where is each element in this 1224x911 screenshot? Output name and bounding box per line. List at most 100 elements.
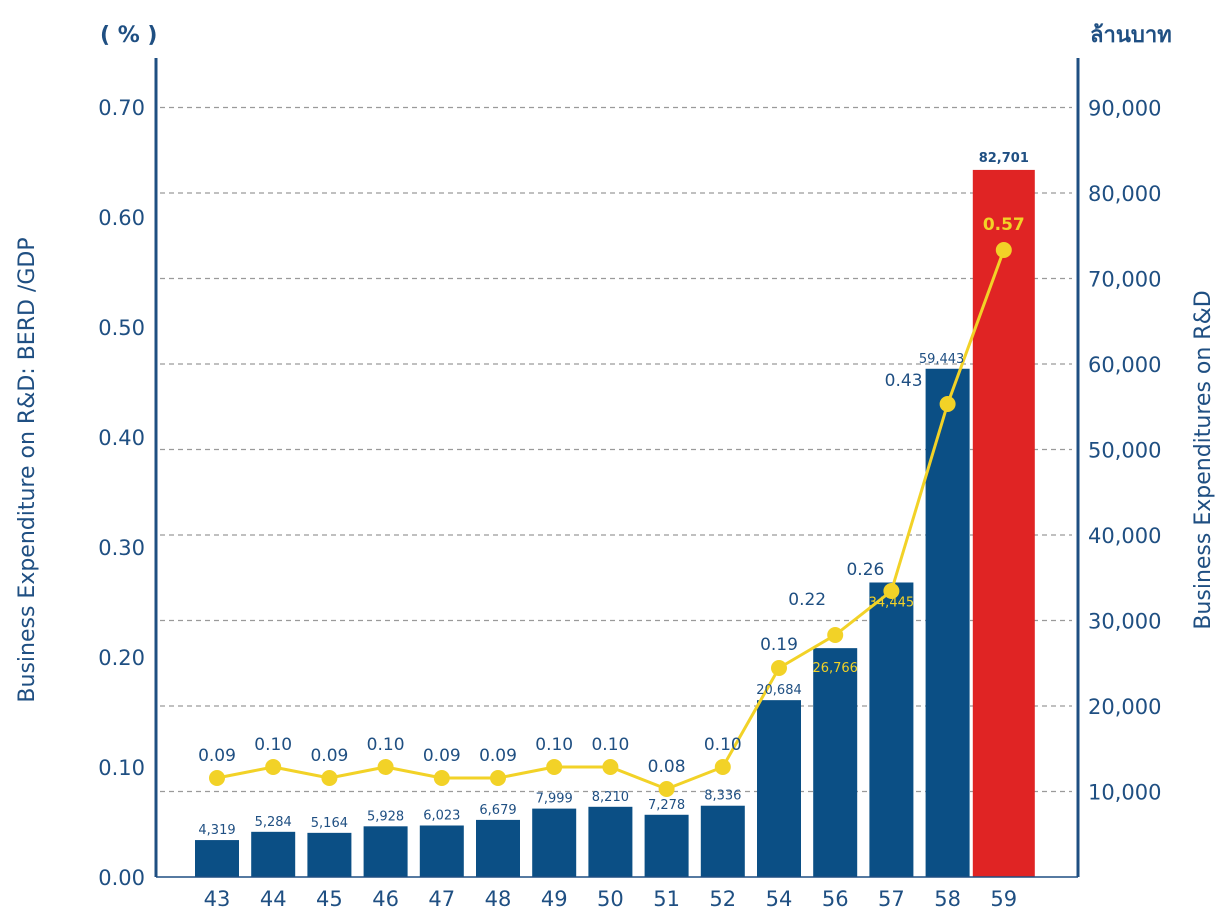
- right-tick-label: 50,000: [1088, 439, 1161, 463]
- line-value-label: 0.09: [423, 746, 461, 766]
- bar-value-label: 26,766: [812, 661, 858, 676]
- ratio-point-46: [377, 759, 394, 775]
- bar-value-label: 8,336: [704, 789, 741, 804]
- right-axis-ticks: 10,000 20,000 30,000 40,000 50,000 60,000 70,0…: [1088, 97, 1161, 805]
- bar-52: [700, 805, 745, 877]
- line-value-labels: 0.09 0.10 0.09 0.10 0.09 0.09 0.10 0.10 0.08 0.10…: [198, 215, 1025, 777]
- right-tick-label: 70,000: [1088, 268, 1161, 292]
- bar-value-label: 4,319: [198, 823, 235, 838]
- left-tick-label: 0.00: [98, 866, 145, 890]
- line-value-label: 0.09: [198, 746, 236, 766]
- line-value-label: 0.57: [983, 215, 1025, 235]
- line-value-label: 0.10: [591, 735, 629, 755]
- bar-48: [476, 819, 520, 877]
- x-tick-label: 56: [822, 887, 849, 911]
- ratio-point-47: [433, 770, 450, 786]
- right-tick-label: 30,000: [1088, 610, 1161, 634]
- bar-value-label: 34,445: [869, 595, 915, 610]
- ratio-point-58: [939, 396, 956, 412]
- bar-value-label: 20,684: [756, 683, 802, 698]
- bar-value-label: 6,023: [423, 809, 460, 824]
- line-value-label: 0.09: [310, 746, 348, 766]
- bar-44: [251, 831, 296, 877]
- line-value-label: 0.26: [846, 560, 884, 580]
- bar-51: [644, 814, 689, 877]
- x-tick-label: 59: [990, 887, 1017, 911]
- bar-value-label: 7,278: [648, 798, 685, 813]
- bar-49: [532, 808, 577, 877]
- x-tick-label: 45: [316, 887, 343, 911]
- x-tick-label: 43: [204, 887, 231, 911]
- x-axis-ticks: 43 44 45 46 47 48 49 50 51 52 54 56 57 58 59: [204, 887, 1018, 911]
- x-tick-label: 47: [428, 887, 455, 911]
- bars: [195, 169, 1035, 878]
- line-value-label: 0.10: [254, 735, 292, 755]
- bar-50: [588, 806, 633, 877]
- bar-value-label: 5,284: [255, 815, 292, 830]
- ratio-point-59: [995, 242, 1012, 258]
- right-tick-label: 20,000: [1088, 695, 1161, 719]
- bar-value-label: 5,928: [367, 809, 404, 824]
- left-axis-ticks: 0.00 0.10 0.20 0.30 0.40 0.50 0.60 0.70: [98, 96, 145, 890]
- bar-54: [757, 700, 801, 877]
- right-tick-label: 40,000: [1088, 524, 1161, 548]
- axes: [154, 58, 1080, 878]
- left-tick-label: 0.30: [98, 536, 145, 560]
- x-tick-label: 54: [766, 887, 793, 911]
- ratio-point-56: [827, 627, 844, 643]
- bar-43: [195, 840, 239, 877]
- bar-value-label: 82,701: [979, 151, 1029, 166]
- bar-46: [363, 826, 408, 877]
- line-value-label: 0.10: [535, 735, 573, 755]
- ratio-point-54: [771, 660, 787, 676]
- x-tick-label: 48: [485, 887, 512, 911]
- x-tick-label: 52: [709, 887, 736, 911]
- bar-value-label: 59,443: [919, 352, 965, 367]
- ratio-point-43: [209, 770, 225, 786]
- bar-47: [419, 825, 464, 877]
- bar-value-label: 7,999: [536, 792, 573, 807]
- line-value-label: 0.10: [367, 735, 405, 755]
- right-tick-label: 10,000: [1088, 781, 1161, 805]
- bar-45: [307, 832, 352, 877]
- ratio-point-51: [658, 781, 675, 797]
- right-tick-label: 90,000: [1088, 97, 1161, 121]
- line-value-label: 0.43: [885, 371, 923, 391]
- bar-value-label: 8,210: [592, 790, 629, 805]
- bar-58: [925, 368, 970, 877]
- bar-57: [869, 582, 914, 877]
- right-axis-title: Business Expenditures on R&D: [1191, 290, 1216, 629]
- bar-56: [813, 648, 858, 877]
- bar-59: [972, 169, 1035, 878]
- x-tick-label: 58: [934, 887, 961, 911]
- ratio-point-52: [714, 759, 731, 775]
- bar-value-label: 6,679: [479, 803, 516, 818]
- x-tick-label: 57: [878, 887, 905, 911]
- left-tick-label: 0.60: [98, 206, 145, 230]
- x-tick-label: 44: [260, 887, 287, 911]
- left-tick-label: 0.70: [98, 96, 145, 120]
- line-value-label: 0.10: [704, 735, 742, 755]
- right-unit-label: ล้านบาท: [1090, 23, 1172, 48]
- gridlines: [160, 106, 1072, 793]
- ratio-line: [209, 242, 1012, 797]
- x-tick-label: 46: [372, 887, 399, 911]
- left-axis-title: Business Expenditure on R&D: BERD /GDP: [15, 237, 40, 702]
- line-value-label: 0.09: [479, 746, 517, 766]
- left-tick-label: 0.50: [98, 316, 145, 340]
- left-tick-label: 0.20: [98, 646, 145, 670]
- ratio-point-49: [546, 759, 563, 775]
- ratio-point-50: [602, 759, 619, 775]
- left-unit-label: ( % ): [100, 23, 157, 48]
- left-tick-label: 0.40: [98, 426, 145, 450]
- x-tick-label: 49: [541, 887, 568, 911]
- bar-value-labels: 4,319 5,284 5,164 5,928 6,023 6,679 7,999 8,210…: [198, 151, 1028, 838]
- line-value-label: 0.19: [760, 635, 798, 655]
- right-tick-label: 80,000: [1088, 182, 1161, 206]
- ratio-point-45: [321, 770, 338, 786]
- x-tick-label: 51: [653, 887, 680, 911]
- ratio-point-48: [490, 770, 506, 786]
- x-tick-label: 50: [597, 887, 624, 911]
- left-tick-label: 0.10: [98, 756, 145, 780]
